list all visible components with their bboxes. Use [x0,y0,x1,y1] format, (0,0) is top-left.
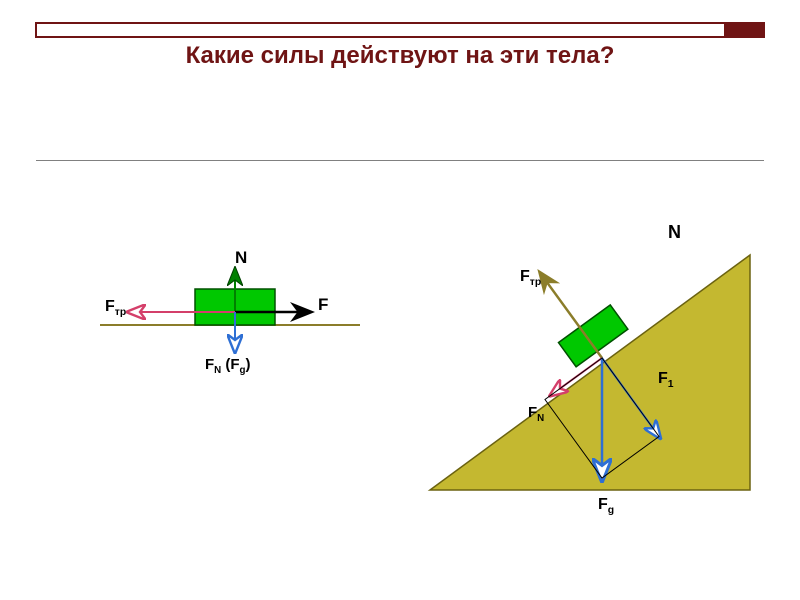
label-right-F1: F1 [658,370,674,390]
label-right-Ftr: Fтр [520,268,541,288]
incline-triangle [430,255,750,490]
label-left-F: F [318,295,328,315]
label-left-N: N [235,248,247,268]
label-left-FN: FN (Fg) [205,356,251,376]
label-right-Fg: Fg [598,496,614,516]
right-diagram [430,255,750,490]
label-right-FN: FN [528,404,544,424]
label-right-N: N [668,222,681,243]
label-left-Ftr: Fтр [105,298,126,318]
